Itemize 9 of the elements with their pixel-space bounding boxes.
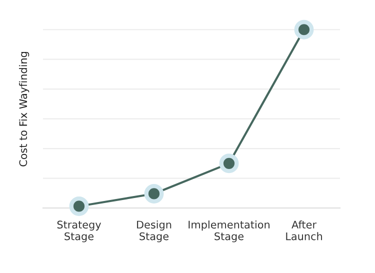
point bbox=[294, 20, 314, 40]
point bbox=[219, 154, 239, 174]
x-tick-label: After Launch bbox=[286, 220, 322, 240]
x-tick-label: Strategy Stage bbox=[57, 220, 102, 242]
x-tick-label: Design Stage bbox=[137, 220, 172, 242]
x-tick-label: Implementation Stage bbox=[188, 220, 270, 242]
point bbox=[144, 184, 164, 204]
y-axis-title: Cost to Fix Wayfinding bbox=[19, 52, 30, 166]
point bbox=[69, 196, 89, 216]
